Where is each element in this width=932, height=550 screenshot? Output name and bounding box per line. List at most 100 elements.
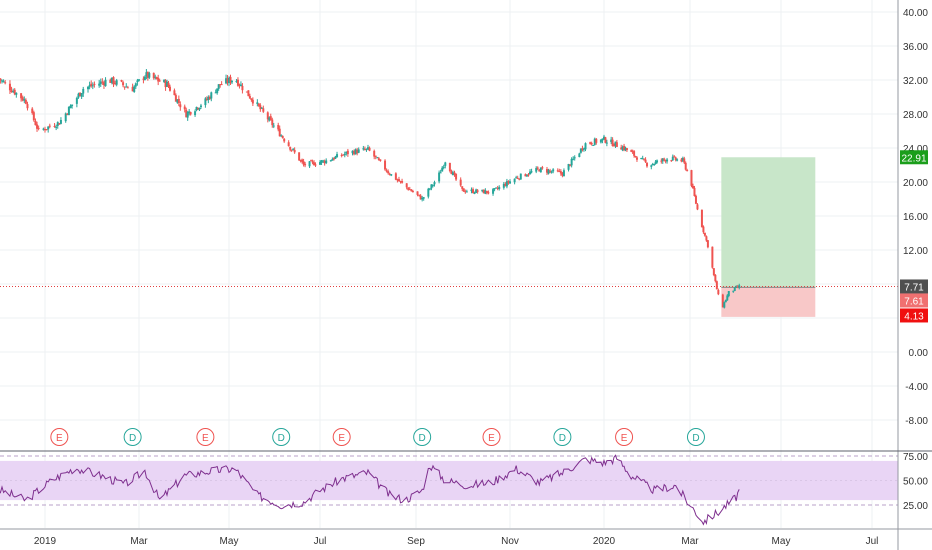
candle-down[interactable] <box>93 81 96 88</box>
candle-down[interactable] <box>245 91 248 93</box>
candle-up[interactable] <box>99 78 102 88</box>
candle-up[interactable] <box>441 166 444 172</box>
candle-down[interactable] <box>185 107 188 118</box>
candle-up[interactable] <box>194 109 197 117</box>
candle-up[interactable] <box>195 106 198 112</box>
candle-down[interactable] <box>45 129 48 131</box>
candle-up[interactable] <box>280 134 283 137</box>
candle-down[interactable] <box>674 156 677 162</box>
earnings-marker[interactable]: E <box>615 428 634 446</box>
candle-down[interactable] <box>109 78 112 83</box>
candle-down[interactable] <box>226 75 229 86</box>
candle-up[interactable] <box>509 179 511 184</box>
candle-up[interactable] <box>59 117 62 125</box>
candle-down[interactable] <box>705 235 708 242</box>
candle-up[interactable] <box>552 168 555 174</box>
candle-up[interactable] <box>640 157 643 160</box>
candle-down[interactable] <box>664 159 667 164</box>
candle-down[interactable] <box>20 92 23 102</box>
candle-down[interactable] <box>313 160 316 166</box>
candle-up[interactable] <box>654 159 657 165</box>
candle-down[interactable] <box>633 150 636 158</box>
candle-up[interactable] <box>134 82 137 89</box>
candle-down[interactable] <box>142 76 145 84</box>
candle-up[interactable] <box>535 166 538 174</box>
candle-down[interactable] <box>717 288 720 296</box>
candle-down[interactable] <box>304 161 307 168</box>
candle-up[interactable] <box>64 112 67 123</box>
candle-down[interactable] <box>0 78 2 84</box>
candle-down[interactable] <box>611 137 614 147</box>
candle-up[interactable] <box>539 167 542 173</box>
candle-up[interactable] <box>239 81 242 87</box>
candle-down[interactable] <box>696 203 699 211</box>
candle-up[interactable] <box>67 106 70 116</box>
candle-up[interactable] <box>428 188 431 191</box>
candle-down[interactable] <box>388 172 391 176</box>
candle-down[interactable] <box>247 90 250 97</box>
candle-down[interactable] <box>229 74 232 85</box>
candle-down[interactable] <box>670 159 673 162</box>
candle-up[interactable] <box>176 99 179 104</box>
candle-down[interactable] <box>711 246 714 269</box>
candle-up[interactable] <box>207 95 210 104</box>
candle-down[interactable] <box>703 232 706 237</box>
dividend-marker[interactable]: D <box>272 428 291 446</box>
stop-loss-zone[interactable] <box>721 287 816 317</box>
candle-down[interactable] <box>340 153 343 158</box>
rsi-panel[interactable]: 75.00 50.00 25.00 <box>0 452 928 526</box>
candle-down[interactable] <box>462 188 465 192</box>
candle-down[interactable] <box>620 144 623 150</box>
candle-down[interactable] <box>401 178 404 184</box>
candle-up[interactable] <box>676 158 679 162</box>
candle-up[interactable] <box>56 121 59 129</box>
candle-down[interactable] <box>476 189 479 194</box>
candle-up[interactable] <box>334 155 337 160</box>
candle-up[interactable] <box>230 80 233 85</box>
candle-down[interactable] <box>155 76 158 80</box>
candle-up[interactable] <box>188 109 191 116</box>
candle-up[interactable] <box>345 151 348 156</box>
candle-up[interactable] <box>166 79 169 87</box>
candle-up[interactable] <box>199 103 202 109</box>
candle-up[interactable] <box>204 97 207 108</box>
candle-up[interactable] <box>12 88 15 93</box>
candle-down[interactable] <box>278 125 281 137</box>
candle-up[interactable] <box>493 188 496 192</box>
candle-up[interactable] <box>87 86 90 93</box>
candle-down[interactable] <box>487 190 490 195</box>
candle-down[interactable] <box>419 194 422 200</box>
candle-up[interactable] <box>593 137 596 146</box>
candle-down[interactable] <box>496 185 499 191</box>
candle-down[interactable] <box>459 177 462 187</box>
candle-down[interactable] <box>561 171 564 178</box>
candle-down[interactable] <box>177 95 180 107</box>
candle-down[interactable] <box>271 117 274 128</box>
candle-up[interactable] <box>390 174 393 177</box>
candle-down[interactable] <box>686 168 689 172</box>
candle-up[interactable] <box>529 169 532 175</box>
candle-down[interactable] <box>90 80 93 88</box>
candle-up[interactable] <box>357 147 360 154</box>
candle-down[interactable] <box>613 143 616 147</box>
candle-up[interactable] <box>484 188 487 195</box>
candle-down[interactable] <box>635 156 638 162</box>
candle-down[interactable] <box>32 110 35 122</box>
candle-up[interactable] <box>91 82 94 90</box>
candle-up[interactable] <box>572 156 575 161</box>
candle-down[interactable] <box>262 105 265 113</box>
candle-down[interactable] <box>123 86 126 90</box>
candle-up[interactable] <box>727 290 730 298</box>
candle-down[interactable] <box>157 74 160 86</box>
candle-down[interactable] <box>411 189 414 193</box>
candle-up[interactable] <box>260 107 263 109</box>
candle-down[interactable] <box>397 176 400 182</box>
candle-down[interactable] <box>173 88 176 96</box>
candle-up[interactable] <box>362 145 365 151</box>
candle-down[interactable] <box>646 162 648 168</box>
rsi-line[interactable] <box>0 454 740 526</box>
candle-up[interactable] <box>515 175 518 179</box>
candle-down[interactable] <box>112 76 115 88</box>
candle-up[interactable] <box>481 189 484 193</box>
